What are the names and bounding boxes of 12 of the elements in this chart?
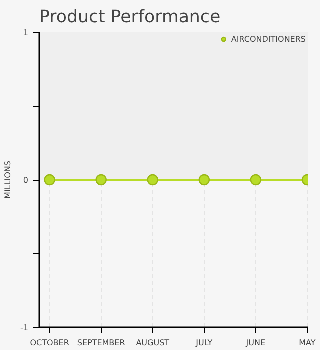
legend-label: AIRCONDITIONERS: [231, 34, 306, 44]
x-tick-label: JULY: [195, 338, 213, 348]
chart-title: Product Performance: [40, 8, 221, 28]
y-tick-label: 1: [23, 28, 29, 38]
x-tick-label: MAY: [299, 338, 316, 348]
x-tick-label: JUNE: [245, 338, 266, 348]
y-tick-label: 0: [23, 176, 29, 185]
x-tick-label: AUGUST: [136, 338, 170, 348]
x-tick-label: SEPTEMBER: [77, 338, 126, 348]
y-tick-label: -1: [20, 324, 29, 332]
y-axis-title: MILLIONS: [4, 161, 13, 199]
x-tick-label: OCTOBER: [30, 338, 70, 348]
